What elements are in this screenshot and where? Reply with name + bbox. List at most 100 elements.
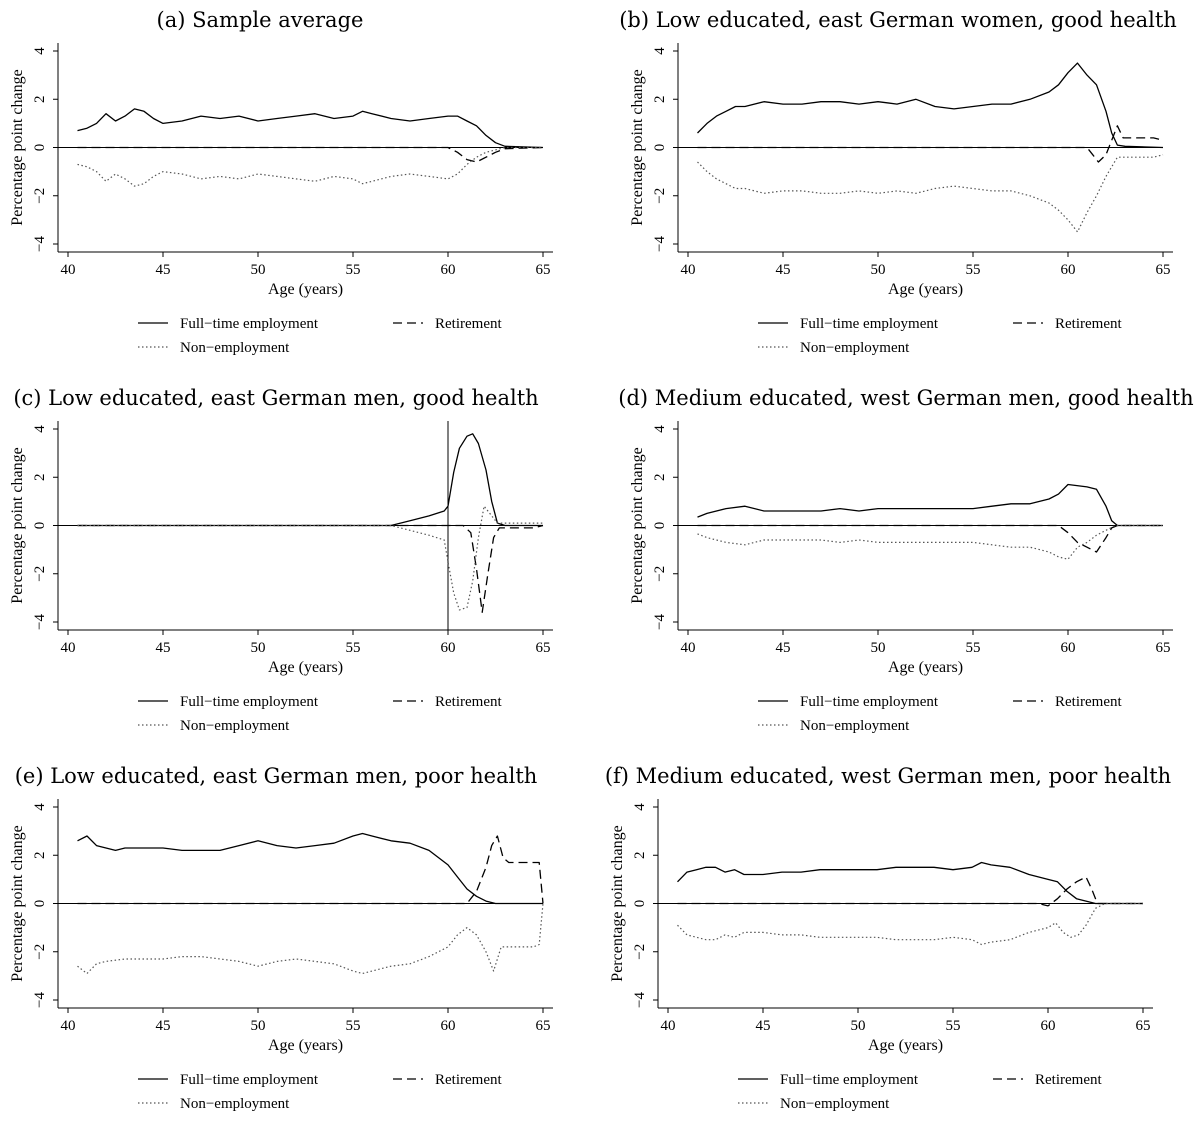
y-tick-label: 4 [652,47,668,55]
series-line-dotted [677,902,1143,946]
series-line-dashed [77,146,544,163]
x-tick-label: 50 [851,1018,866,1034]
y-tick-label: −4 [32,614,48,630]
chart-panel-a: (a) Sample average −4 −2 0 2 4 40 45 50 55 60 65 Per… [9,8,553,356]
legend-label: Non−employment [180,1096,290,1112]
legend-label: Retirement [435,316,502,332]
x-tick-label: 60 [1061,262,1076,278]
x-tick-label: 50 [871,640,886,656]
panel-title: (a) Sample average [157,8,364,32]
legend-label: Retirement [1055,316,1122,332]
x-tick-label: 50 [251,262,266,278]
x-tick-label: 60 [441,640,456,656]
panel-title: (d) Medium educated, west German men, go… [618,386,1193,410]
y-tick-label: 4 [652,425,668,433]
y-tick-label: 2 [652,96,668,104]
x-axis-label: Age (years) [268,1037,343,1054]
x-tick-label: 60 [441,1018,456,1034]
y-tick-label: 0 [632,900,648,908]
series-line-solid [77,433,543,527]
y-tick-label: 4 [32,47,48,55]
y-tick-label: −2 [632,944,648,960]
legend-label: Non−employment [800,340,910,356]
x-tick-label: 65 [536,1018,551,1034]
legend: Full−time employment Retirement Non−employ… [138,316,502,356]
y-tick-label: −2 [32,188,48,204]
legend-label: Non−employment [800,718,910,734]
x-tick-label: 40 [681,640,696,656]
legend-label: Full−time employment [780,1072,919,1088]
x-tick-label: 45 [156,262,171,278]
x-tick-label: 65 [536,262,551,278]
x-tick-label: 60 [1061,640,1076,656]
x-tick-label: 40 [61,262,76,278]
series-line-dashed [697,524,1163,553]
series-line-dotted [77,903,544,975]
chart-panel-c: (c) Low educated, east German men, good … [9,386,553,734]
series-line-dotted [77,505,543,611]
legend-label: Non−employment [180,718,290,734]
x-axis-label: Age (years) [888,281,963,298]
x-axis-label: Age (years) [868,1037,943,1054]
y-axis-label: Percentage point change [9,825,26,981]
x-tick-label: 50 [871,262,886,278]
x-tick-label: 40 [61,1018,76,1034]
legend-label: Non−employment [180,340,290,356]
x-tick-label: 55 [346,640,361,656]
panel-title: (b) Low educated, east German women, goo… [619,8,1177,32]
y-tick-label: 4 [32,803,48,811]
x-axis-label: Age (years) [888,659,963,676]
legend: Full−time employment Retirement Non−employ… [758,694,1122,734]
series-line-solid [77,108,544,149]
y-axis-label: Percentage point change [629,69,646,225]
x-tick-label: 60 [1041,1018,1056,1034]
y-tick-label: 4 [32,425,48,433]
x-tick-label: 50 [251,1018,266,1034]
x-tick-label: 55 [946,1018,961,1034]
y-tick-label: 2 [32,474,48,482]
x-tick-label: 65 [536,640,551,656]
y-tick-label: 0 [32,522,48,530]
legend: Full−time employment Retirement Non−employ… [138,694,502,734]
y-tick-label: −2 [652,566,668,582]
y-axis-label: Percentage point change [629,447,646,603]
y-tick-label: 0 [652,522,668,530]
y-tick-label: 2 [32,96,48,104]
panel-title: (c) Low educated, east German men, good … [13,386,538,410]
series-line-dashed [77,835,544,905]
y-tick-label: −2 [32,566,48,582]
y-tick-label: −4 [652,236,668,252]
series-line-dashed [697,125,1164,163]
legend-label: Full−time employment [800,694,939,710]
x-tick-label: 45 [156,640,171,656]
chart-panel-b: (b) Low educated, east German women, goo… [619,8,1177,356]
y-axis-label: Percentage point change [9,447,26,603]
y-tick-label: 0 [32,900,48,908]
legend-label: Full−time employment [180,1072,319,1088]
x-tick-label: 55 [966,640,981,656]
legend-label: Non−employment [780,1096,890,1112]
x-tick-label: 65 [1156,262,1171,278]
y-axis-label: Percentage point change [609,825,626,981]
x-tick-label: 40 [61,640,76,656]
x-tick-label: 45 [156,1018,171,1034]
y-tick-label: 0 [652,144,668,152]
legend: Full−time employment Retirement Non−employ… [138,1072,502,1112]
x-tick-label: 55 [346,1018,361,1034]
x-tick-label: 55 [346,262,361,278]
y-tick-label: −4 [32,992,48,1008]
panel-title: (f) Medium educated, west German men, po… [605,764,1171,788]
series-line-dashed [677,876,1143,907]
series-line-dotted [77,146,543,187]
y-tick-label: 2 [652,474,668,482]
y-tick-label: 2 [632,852,648,860]
x-axis-label: Age (years) [268,659,343,676]
legend: Full−time employment Retirement Non−employ… [738,1072,1102,1112]
x-tick-label: 40 [681,262,696,278]
legend: Full−time employment Retirement Non−employ… [758,316,1122,356]
x-tick-label: 45 [776,262,791,278]
y-tick-label: −4 [632,992,648,1008]
x-tick-label: 40 [661,1018,676,1034]
legend-label: Full−time employment [180,316,319,332]
